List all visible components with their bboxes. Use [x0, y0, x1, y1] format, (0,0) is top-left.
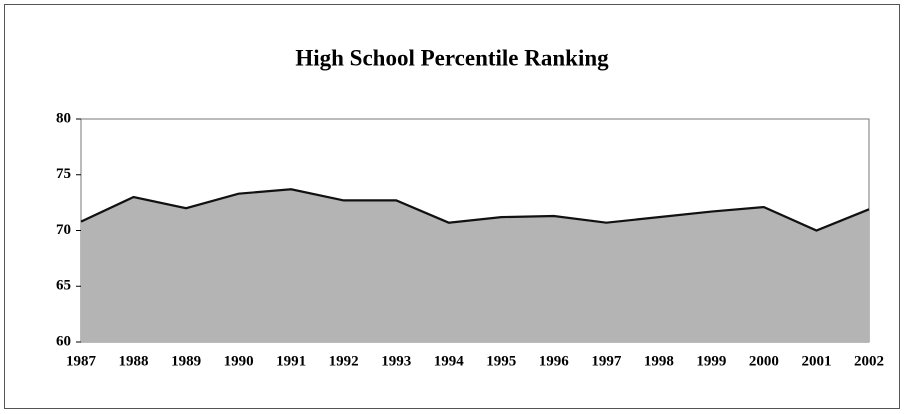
area-line: [80, 188, 870, 232]
x-tick-label: 2000: [749, 353, 779, 369]
x-tick-label: 1994: [434, 353, 465, 369]
x-tick-label: 2001: [801, 353, 831, 369]
x-tick-label: 1998: [644, 353, 674, 369]
y-tick-label: 70: [56, 222, 71, 238]
x-tick-label: 1988: [119, 353, 149, 369]
x-tick-label: 1992: [329, 353, 359, 369]
x-tick-label: 1991: [276, 353, 306, 369]
y-tick-label: 65: [56, 278, 71, 294]
x-tick-label: 1987: [66, 353, 97, 369]
x-tick-label: 1997: [591, 353, 622, 369]
x-tick-label: 1989: [171, 353, 201, 369]
area: [81, 189, 869, 342]
y-tick-label: 80: [56, 110, 71, 126]
x-tick-label: 1995: [486, 353, 516, 369]
y-tick-label: 75: [56, 166, 71, 182]
y-tick-label: 60: [56, 333, 71, 349]
x-tick-label: 2002: [854, 353, 884, 369]
x-tick-label: 1993: [381, 353, 411, 369]
x-tick-label: 1996: [539, 353, 570, 369]
chart-title: High School Percentile Ranking: [295, 45, 609, 70]
x-tick-label: 1990: [224, 353, 254, 369]
x-tick-label: 1999: [696, 353, 726, 369]
